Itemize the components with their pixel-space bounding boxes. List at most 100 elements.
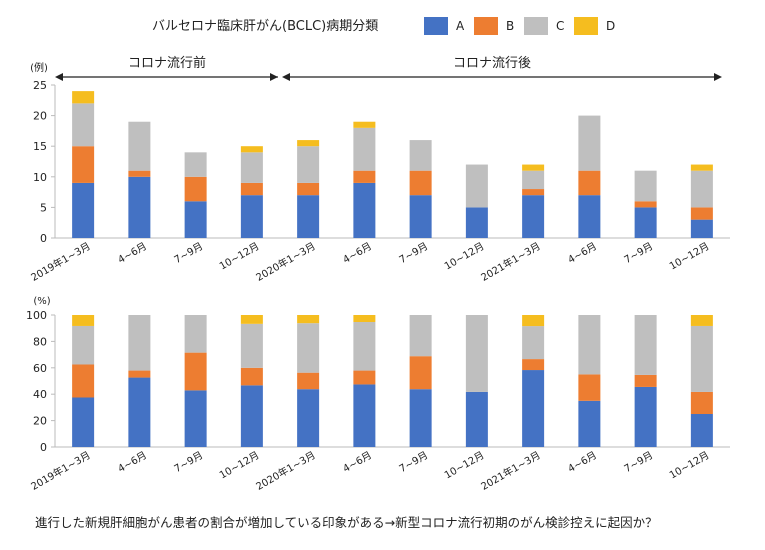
count-bar-a-0 bbox=[72, 182, 95, 238]
legend-item-c: C bbox=[524, 17, 564, 35]
legend: バルセロナ臨床肝がん(BCLC)病期分類 A B C D bbox=[152, 17, 615, 35]
percent-bar-d-3 bbox=[240, 315, 263, 324]
percent-bar-d-0 bbox=[72, 315, 95, 326]
percent-category-label: 2019年1~3月 bbox=[28, 448, 92, 493]
count-y-tick-label: 20 bbox=[33, 110, 47, 123]
percent-y-tick-label: 20 bbox=[33, 415, 47, 428]
count-category-label: 10~12月 bbox=[217, 240, 261, 272]
count-category-label: 4~6月 bbox=[566, 240, 599, 266]
percent-bar-d-8 bbox=[522, 315, 545, 327]
count-bar-b-6 bbox=[409, 170, 432, 196]
count-y-tick-label: 25 bbox=[33, 79, 47, 92]
percent-bar-b-3 bbox=[240, 367, 263, 386]
percent-category-label: 7~9月 bbox=[397, 449, 430, 475]
legend-swatch-c bbox=[524, 17, 548, 35]
count-bar-b-5 bbox=[353, 170, 376, 183]
count-category-label: 10~12月 bbox=[667, 240, 711, 272]
percent-bar-b-2 bbox=[184, 352, 207, 391]
count-bar-c-0 bbox=[72, 103, 95, 147]
count-bar-a-9 bbox=[578, 195, 601, 238]
count-bar-a-4 bbox=[297, 195, 320, 238]
count-bar-b-3 bbox=[240, 182, 263, 196]
percent-bar-a-0 bbox=[72, 397, 95, 447]
percent-bar-c-11 bbox=[690, 325, 713, 392]
legend-label-c: C bbox=[556, 19, 564, 33]
percent-bar-c-5 bbox=[353, 321, 376, 371]
percent-bar-a-2 bbox=[184, 390, 207, 447]
percent-bar-c-6 bbox=[409, 315, 432, 357]
legend-label-d: D bbox=[606, 19, 615, 33]
percent-bar-c-2 bbox=[184, 315, 207, 353]
period-after-arrow-right-head bbox=[714, 73, 722, 81]
percent-bar-c-3 bbox=[240, 323, 263, 368]
legend-label-a: A bbox=[456, 19, 465, 33]
percent-bar-a-4 bbox=[297, 389, 320, 447]
count-bar-a-7 bbox=[465, 207, 488, 238]
count-bar-c-1 bbox=[128, 121, 151, 171]
period-before-label: コロナ流行前 bbox=[128, 55, 206, 71]
percent-bar-b-11 bbox=[690, 391, 713, 414]
count-category-label: 7~9月 bbox=[397, 240, 430, 266]
count-category-label: 7~9月 bbox=[172, 240, 205, 266]
count-bar-a-11 bbox=[690, 219, 713, 238]
count-bar-a-1 bbox=[128, 176, 151, 238]
count-bar-b-9 bbox=[578, 170, 601, 196]
percent-bar-a-10 bbox=[634, 386, 657, 447]
count-y-tick-label: 5 bbox=[40, 201, 47, 214]
count-y-tick-label: 0 bbox=[40, 232, 47, 245]
percent-bar-c-1 bbox=[128, 315, 151, 371]
count-bar-b-8 bbox=[522, 189, 545, 196]
legend-item-b: B bbox=[474, 17, 514, 35]
percent-y-tick-label: 0 bbox=[40, 441, 47, 454]
count-category-label: 2020年1~3月 bbox=[253, 239, 317, 284]
legend-swatch-a bbox=[424, 17, 448, 35]
percent-bar-a-1 bbox=[128, 377, 151, 447]
count-bar-b-4 bbox=[297, 182, 320, 196]
percent-y-tick-label: 80 bbox=[33, 335, 47, 348]
count-bar-d-3 bbox=[240, 146, 263, 153]
percent-bar-b-1 bbox=[128, 370, 151, 378]
percent-bar-b-9 bbox=[578, 374, 601, 401]
count-bar-b-1 bbox=[128, 170, 151, 177]
legend-item-a: A bbox=[424, 17, 465, 35]
count-category-label: 7~9月 bbox=[622, 240, 655, 266]
legend-item-d: D bbox=[574, 17, 615, 35]
percent-category-label: 2020年1~3月 bbox=[253, 448, 317, 493]
count-category-label: 4~6月 bbox=[341, 240, 374, 266]
count-bar-b-2 bbox=[184, 176, 207, 202]
percent-bar-a-11 bbox=[690, 414, 713, 447]
percent-category-label: 7~9月 bbox=[622, 449, 655, 475]
count-category-label: 4~6月 bbox=[116, 240, 149, 266]
percent-unit-label: (%) bbox=[33, 296, 50, 307]
percent-bar-c-9 bbox=[578, 315, 601, 375]
percent-y-tick-label: 40 bbox=[33, 388, 47, 401]
percent-bar-d-5 bbox=[353, 315, 376, 322]
count-bar-d-4 bbox=[297, 140, 320, 147]
count-y-tick-label: 15 bbox=[33, 140, 47, 153]
count-bar-c-10 bbox=[634, 170, 657, 202]
count-y-tick-label: 10 bbox=[33, 171, 47, 184]
legend-swatch-d bbox=[574, 17, 598, 35]
period-before-arrow-left-head bbox=[55, 73, 63, 81]
percent-bar-a-7 bbox=[465, 391, 488, 447]
count-bar-a-8 bbox=[522, 195, 545, 238]
count-bar-c-4 bbox=[297, 146, 320, 183]
count-bar-b-0 bbox=[72, 146, 95, 183]
percent-bar-d-11 bbox=[690, 315, 713, 326]
percent-bar-b-8 bbox=[522, 359, 545, 371]
percent-bar-c-8 bbox=[522, 326, 545, 360]
count-bar-d-11 bbox=[690, 164, 713, 171]
period-before-arrow-right-head bbox=[270, 73, 278, 81]
percent-bar-a-8 bbox=[522, 370, 545, 447]
count-bar-a-3 bbox=[240, 195, 263, 238]
count-bar-b-10 bbox=[634, 201, 657, 208]
count-bar-c-11 bbox=[690, 170, 713, 208]
percent-bar-a-5 bbox=[353, 384, 376, 447]
percent-bar-a-3 bbox=[240, 385, 263, 447]
count-unit-label: (例) bbox=[30, 61, 48, 74]
percent-category-label: 4~6月 bbox=[116, 449, 149, 475]
percent-category-label: 10~12月 bbox=[667, 449, 711, 481]
count-bar-c-9 bbox=[578, 115, 601, 171]
